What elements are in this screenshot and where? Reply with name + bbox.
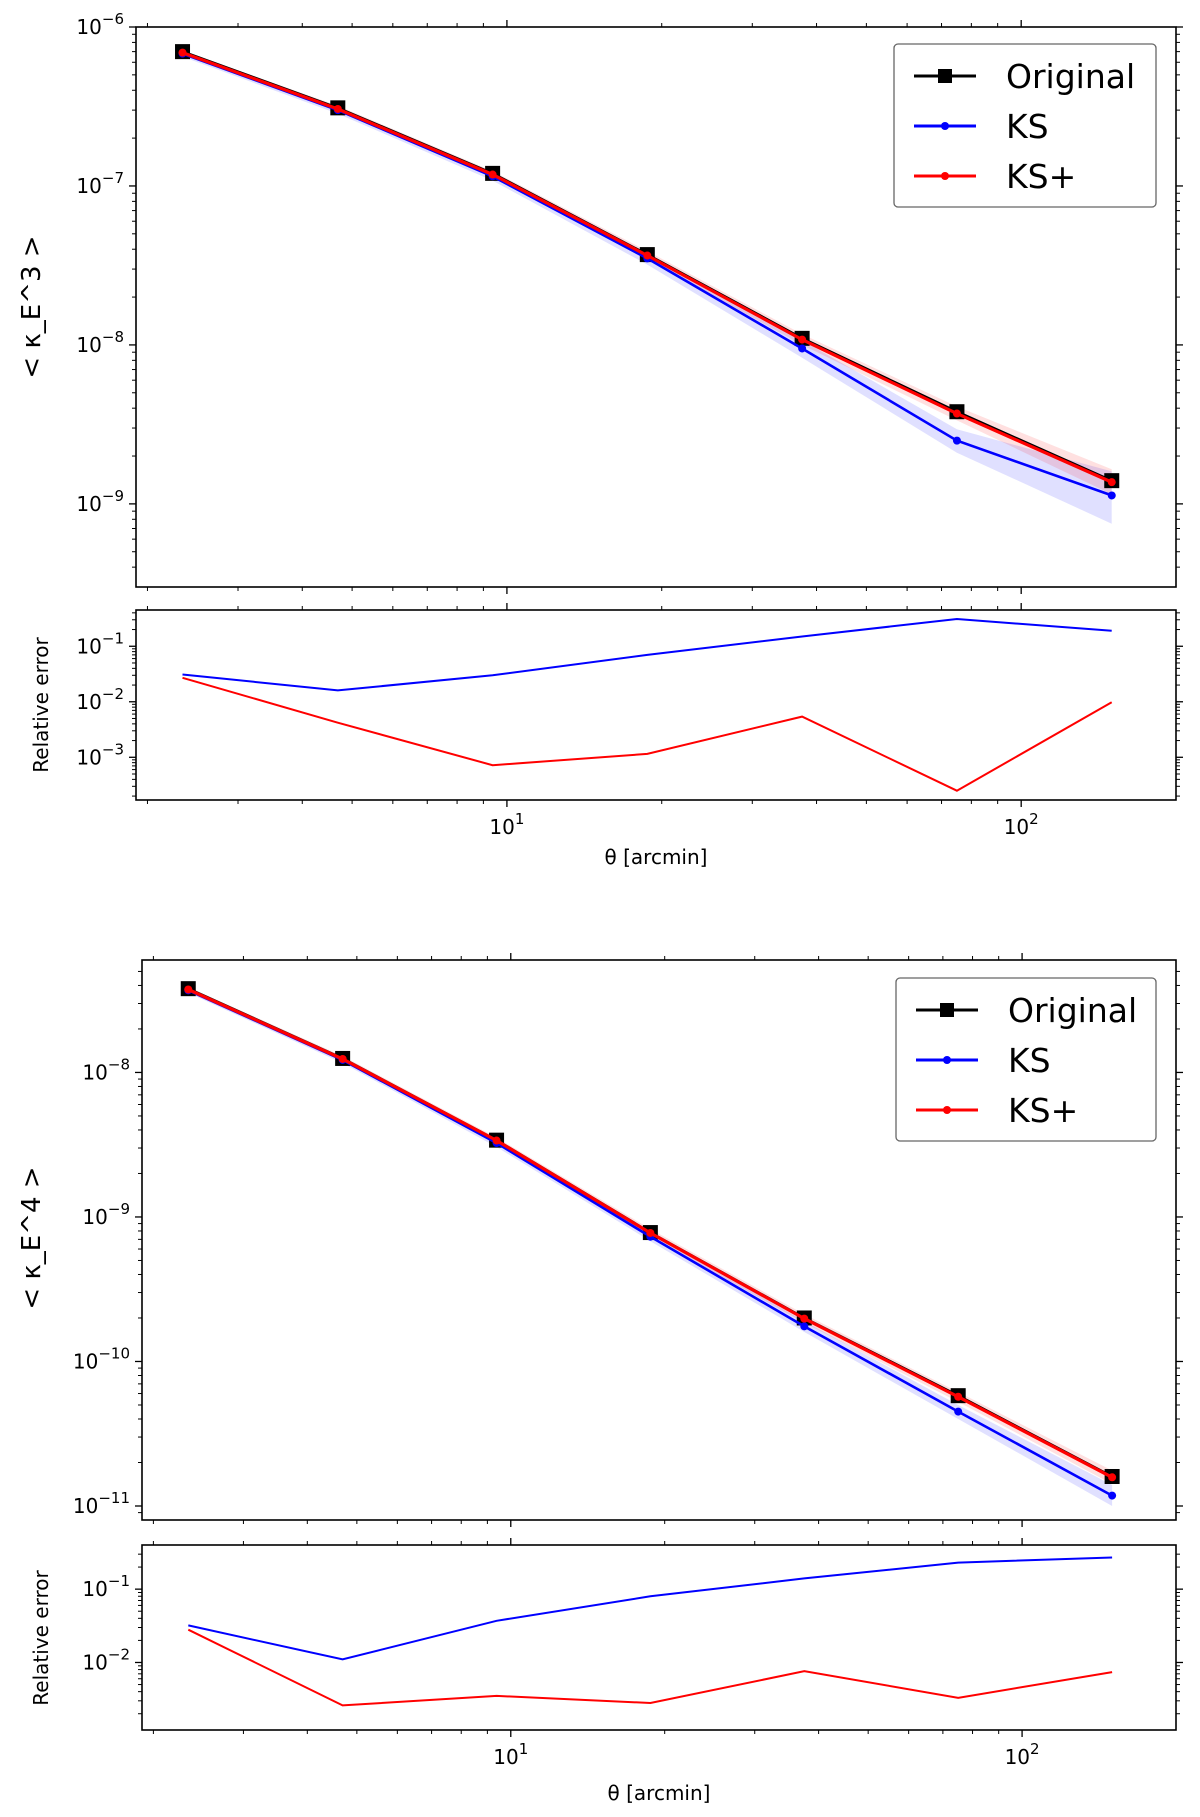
- point-ks-plus: [952, 409, 961, 418]
- x-tick-label: 101: [493, 1740, 528, 1769]
- y-tick-label: 10−2: [76, 685, 124, 714]
- main-y-axis-label: < κ_E^4 >: [17, 1166, 47, 1309]
- residual-y-axis-label: Relative error: [29, 1570, 53, 1706]
- point-ks-plus: [954, 1392, 963, 1401]
- residual-y-axis-label: Relative error: [29, 637, 53, 773]
- point-ks: [800, 1322, 809, 1331]
- point-ks-plus: [492, 1136, 501, 1145]
- residual-line-ks: [182, 617, 1112, 692]
- point-ks-plus: [333, 104, 342, 113]
- legend: Original KS KS+: [893, 43, 1157, 208]
- legend-marker-original: [938, 69, 952, 83]
- main-axes-frame: [135, 26, 1177, 588]
- y-tick-label: 10−2: [82, 1645, 130, 1674]
- point-ks: [1108, 1491, 1117, 1500]
- y-tick-label: 10−10: [73, 1344, 130, 1373]
- legend-marker-ks: [943, 1056, 951, 1064]
- point-ks-plus: [800, 1314, 809, 1323]
- point-ks: [798, 344, 807, 353]
- residual-line-ks-plus: [182, 676, 1113, 792]
- legend-label-ks: KS: [1008, 1041, 1051, 1080]
- legend-label-original: Original: [1006, 57, 1135, 96]
- point-ks-plus: [178, 48, 187, 57]
- chart-panel-2: 10−8 10−9 10−10 10−11 < κ_E^4 > Original KS KS+…: [17, 953, 1183, 1805]
- legend-label-ks-plus: KS+: [1006, 157, 1076, 196]
- main-plot-area: [180, 981, 1120, 1506]
- residual-line-ks-plus: [187, 1628, 1113, 1707]
- x-tick-label: 102: [1005, 1740, 1040, 1769]
- point-ks: [954, 1407, 963, 1416]
- point-ks: [952, 436, 961, 445]
- legend-frame: [895, 977, 1157, 1142]
- x-tick-label: 102: [1004, 810, 1039, 839]
- y-tick-label: 10−6: [76, 10, 124, 39]
- legend-frame: [893, 43, 1157, 208]
- legend-label-original: Original: [1008, 991, 1137, 1030]
- y-tick-label: 10−8: [76, 328, 124, 357]
- residual-plot-area: [182, 617, 1113, 792]
- residual-axes-frame: [141, 1544, 1177, 1731]
- point-ks-plus: [184, 985, 193, 994]
- band-ks: [182, 50, 1112, 524]
- point-ks-plus: [488, 170, 497, 179]
- x-axis-label: θ [arcmin]: [608, 1781, 711, 1805]
- legend-marker-original: [940, 1003, 954, 1017]
- point-ks-plus: [1107, 478, 1116, 487]
- legend-label-ks: KS: [1006, 107, 1049, 146]
- y-tick-label: 10−8: [82, 1055, 130, 1084]
- point-ks-plus: [643, 251, 652, 260]
- point-ks-plus: [1108, 1473, 1117, 1482]
- point-ks-plus: [798, 335, 807, 344]
- main-plot: 10−8 10−9 10−10 10−11 < κ_E^4 > Original KS KS+: [17, 953, 1183, 1527]
- legend: Original KS KS+: [895, 977, 1157, 1142]
- band-ks-plus: [182, 50, 1112, 495]
- residual-line-ks: [188, 1556, 1113, 1661]
- y-tick-label: 10−11: [73, 1489, 130, 1518]
- y-tick-label: 10−1: [82, 1572, 130, 1601]
- main-y-axis-label: < κ_E^3 >: [17, 235, 47, 378]
- residual-axes-frame: [135, 609, 1177, 801]
- residual-plot: 101 102 10−1 10−2 10−3 Relative error θ [arcmi…: [29, 603, 1183, 869]
- main-axes-frame: [141, 959, 1177, 1521]
- x-tick-label: 101: [489, 810, 524, 839]
- main-plot: 10−6 10−7 10−8 10−9 < κ_E^3 > Original KS KS+: [17, 10, 1183, 594]
- y-tick-label: 10−9: [76, 487, 124, 516]
- legend-marker-ks-plus: [941, 172, 949, 180]
- point-ks: [1107, 491, 1116, 500]
- y-tick-label: 10−7: [76, 169, 124, 198]
- legend-marker-ks: [941, 122, 949, 130]
- residual-plot: 101 102 10−1 10−2 Relative error θ [arcmin]: [29, 1538, 1183, 1805]
- chart-panel-1: 10−610−710−810−9< κ_E^3 >OriginalKSKS+10…: [17, 10, 1183, 869]
- point-ks-plus: [646, 1228, 655, 1237]
- residual-plot-area: [187, 1556, 1113, 1707]
- y-tick-label: 10−3: [76, 740, 124, 769]
- y-tick-label: 10−1: [76, 629, 124, 658]
- point-ks-plus: [338, 1054, 347, 1063]
- legend-marker-ks-plus: [943, 1106, 951, 1114]
- legend-label-ks-plus: KS+: [1008, 1091, 1078, 1130]
- main-plot-area: [175, 44, 1120, 524]
- x-axis-label: θ [arcmin]: [605, 845, 708, 869]
- y-tick-label: 10−9: [82, 1200, 130, 1229]
